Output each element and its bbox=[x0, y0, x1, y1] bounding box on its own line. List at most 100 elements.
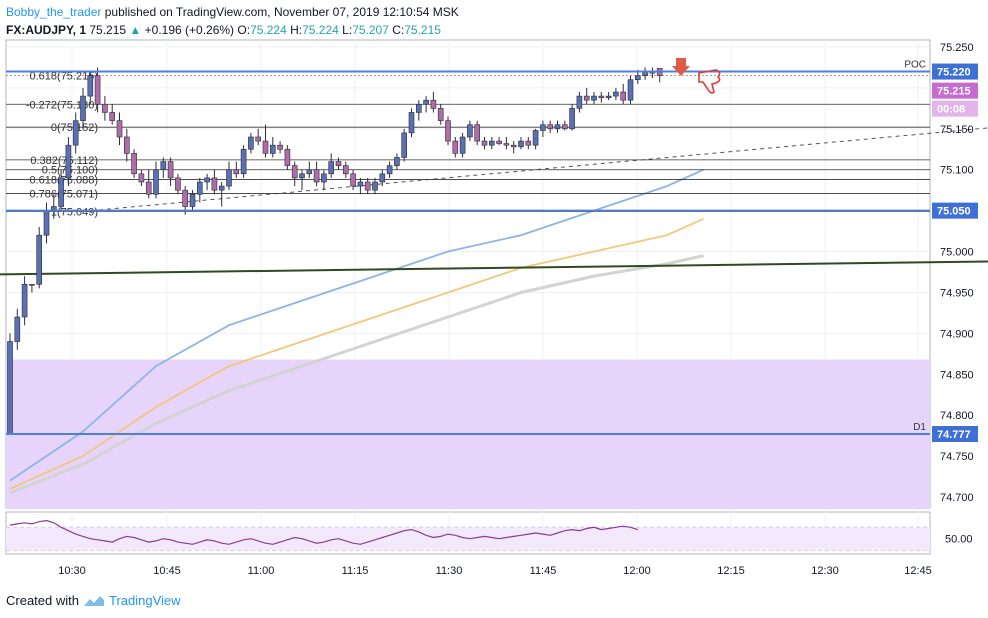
time-tick-label: 11:15 bbox=[342, 565, 369, 577]
support-price-tag: 75.050 bbox=[937, 206, 971, 218]
price-tick-label: 74.950 bbox=[940, 287, 974, 299]
time-tick-label: 12:00 bbox=[623, 565, 651, 577]
candle-body bbox=[496, 140, 502, 144]
candle-body bbox=[175, 177, 181, 191]
candle-body bbox=[284, 148, 291, 166]
price-tick-label: 75.250 bbox=[940, 42, 974, 54]
oscillator-tick-label: 50.00 bbox=[945, 534, 973, 546]
poc-price-tag: 75.220 bbox=[937, 67, 971, 79]
candle-body bbox=[211, 177, 218, 191]
candle-body bbox=[87, 75, 94, 97]
candle-body bbox=[437, 108, 444, 121]
last-price-tag: 75.215 bbox=[937, 86, 971, 98]
candle-body bbox=[131, 153, 137, 175]
ma-mid-line bbox=[9, 217, 704, 490]
candle-body bbox=[182, 189, 188, 207]
candle-body bbox=[138, 173, 145, 183]
symbol-label: FX:AUDJPY, 1 bbox=[6, 23, 87, 37]
candle-body bbox=[255, 136, 261, 142]
candle-body bbox=[43, 210, 50, 236]
price-tick-label: 74.750 bbox=[940, 451, 974, 463]
candle-body bbox=[459, 136, 466, 154]
published-text: published on TradingView.com, November 0… bbox=[104, 5, 459, 19]
header-row-1: Bobby_the_trader published on TradingVie… bbox=[6, 5, 459, 19]
open-value: 75.224 bbox=[250, 23, 287, 37]
candle-body bbox=[598, 95, 605, 99]
candle-body bbox=[160, 161, 167, 171]
price-tick-label: 74.800 bbox=[940, 410, 974, 422]
dashed-trendline bbox=[82, 127, 988, 212]
candle-body bbox=[58, 177, 64, 207]
candle-body bbox=[328, 161, 335, 175]
fib-level-label: -0.272(75.180) bbox=[26, 99, 98, 111]
candle-body bbox=[554, 124, 561, 130]
candle-body bbox=[116, 120, 123, 138]
candle-body bbox=[102, 103, 108, 113]
candle-body bbox=[269, 144, 276, 154]
fib-level-label: 0.618(75.215) bbox=[30, 71, 99, 83]
candle-body bbox=[591, 95, 597, 101]
candle-body bbox=[248, 136, 254, 150]
candle-body bbox=[145, 181, 152, 195]
tradingview-brand-link[interactable]: TradingView bbox=[108, 593, 181, 608]
candle-body bbox=[14, 316, 21, 342]
candle-body bbox=[474, 124, 481, 142]
candle-body bbox=[547, 124, 554, 130]
candle-body bbox=[94, 75, 101, 105]
candle-body bbox=[372, 181, 378, 191]
candle-body bbox=[167, 161, 174, 179]
candle-body bbox=[197, 181, 203, 195]
candle-body bbox=[540, 124, 546, 131]
candle-body bbox=[605, 95, 612, 99]
candle-body bbox=[488, 140, 495, 146]
candle-body bbox=[7, 341, 13, 435]
candle-body bbox=[583, 95, 590, 101]
fib-levels: 0.618(75.215)-0.272(75.180)0(75.152)0.38… bbox=[6, 71, 930, 218]
countdown-tag-bg bbox=[932, 100, 978, 117]
close-label: C: bbox=[392, 23, 405, 37]
time-tick-label: 11:45 bbox=[530, 565, 557, 577]
footer: Created with TradingView bbox=[6, 593, 181, 608]
candle-body bbox=[36, 234, 43, 285]
candle-body bbox=[408, 112, 415, 134]
candle-body bbox=[321, 173, 327, 183]
candle-body bbox=[124, 136, 130, 154]
candle-body bbox=[240, 148, 247, 175]
up-triangle-icon: ▲ bbox=[129, 23, 142, 37]
candle-body bbox=[467, 124, 473, 138]
indicator-layer bbox=[0, 127, 988, 495]
candle-body bbox=[634, 75, 641, 81]
last-price-tag-bg bbox=[932, 82, 978, 99]
markers bbox=[672, 58, 721, 94]
candle-body bbox=[72, 120, 79, 146]
oscillator-pane bbox=[6, 519, 930, 551]
author-link[interactable]: Bobby_the_trader bbox=[6, 5, 102, 19]
candle-body bbox=[306, 169, 313, 175]
price-tick-label: 74.900 bbox=[940, 328, 974, 340]
price-tick-label: 74.700 bbox=[940, 492, 974, 504]
candle-body bbox=[386, 165, 393, 175]
horizontal-levels: POC D1 bbox=[6, 60, 930, 435]
candle-body bbox=[452, 140, 459, 154]
candle-body bbox=[510, 144, 517, 148]
price-tick-label: 74.850 bbox=[940, 369, 974, 381]
header-row-2: FX:AUDJPY, 1 75.215 ▲ +0.196 (+0.26%) O:… bbox=[6, 23, 441, 37]
candles bbox=[7, 67, 663, 435]
candle-body bbox=[342, 165, 349, 175]
candle-body bbox=[262, 140, 269, 154]
candle-body bbox=[153, 169, 159, 195]
time-tick-label: 10:45 bbox=[153, 565, 181, 577]
price-tick-label: 75.100 bbox=[940, 165, 974, 177]
candle-body bbox=[335, 161, 342, 166]
d1-price-tag-bg bbox=[932, 426, 978, 442]
change-value: +0.196 (+0.26%) bbox=[144, 23, 235, 37]
support-price-tag-bg bbox=[932, 202, 978, 219]
fib-level-label: 0.382(75.112) bbox=[30, 155, 98, 167]
time-tick-label: 10:30 bbox=[58, 565, 86, 577]
candle-body bbox=[80, 95, 86, 121]
candle-body bbox=[233, 169, 240, 175]
d1-label: D1 bbox=[913, 422, 926, 433]
candle-body bbox=[569, 108, 575, 130]
high-value: 75.224 bbox=[302, 23, 339, 37]
